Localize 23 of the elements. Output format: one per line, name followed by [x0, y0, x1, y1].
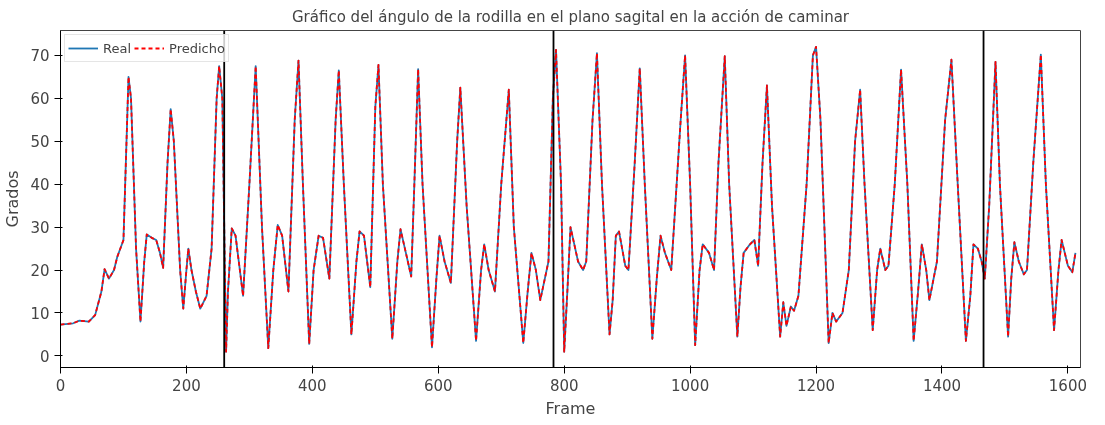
x-tick-label: 1200 [796, 376, 836, 395]
y-tick-label: 30 [30, 219, 50, 238]
legend-label: Real [103, 40, 132, 56]
y-tick-label: 70 [30, 47, 50, 66]
x-tick-label: 1600 [1048, 376, 1088, 395]
x-tick-label: 600 [423, 376, 453, 395]
x-tick-label: 800 [549, 376, 579, 395]
x-tick-label: 200 [172, 376, 201, 395]
y-tick-label: 40 [30, 176, 50, 195]
y-tick-label: 60 [30, 90, 50, 109]
line-series [60, 45, 1077, 353]
x-axis-title: Frame [545, 398, 596, 418]
x-tick-label: 0 [55, 376, 66, 395]
x-tick-label: 1000 [671, 376, 710, 395]
y-tick-label: 20 [30, 262, 50, 281]
y-axis-title: Grados [3, 170, 23, 228]
y-tick-label: 50 [30, 133, 50, 152]
y-tick-label: 0 [39, 347, 50, 366]
chart-title: Gráfico del ángulo de la rodilla en el plano sagital en la acción de caminar [291, 7, 850, 26]
y-tick-label: 10 [30, 304, 50, 323]
x-tick-label: 400 [298, 376, 327, 395]
x-tick-label: 1400 [922, 376, 962, 395]
legend-label: Predicho [169, 40, 225, 56]
